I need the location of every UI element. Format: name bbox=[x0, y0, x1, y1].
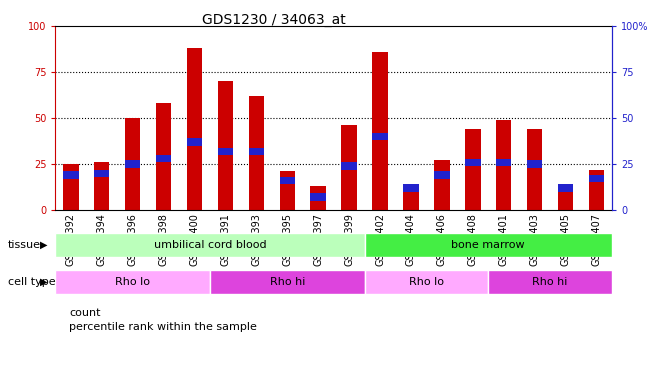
Bar bbox=[589, 170, 604, 210]
Bar bbox=[403, 186, 419, 210]
Text: Rho lo: Rho lo bbox=[115, 277, 150, 287]
Bar bbox=[94, 170, 109, 177]
Bar bbox=[156, 155, 171, 162]
Bar bbox=[311, 186, 326, 210]
Bar bbox=[465, 159, 480, 166]
Bar bbox=[558, 184, 574, 192]
Bar bbox=[187, 138, 202, 146]
Text: tissue: tissue bbox=[8, 240, 41, 249]
Bar bbox=[63, 164, 79, 210]
Bar bbox=[187, 48, 202, 210]
Text: GDS1230 / 34063_at: GDS1230 / 34063_at bbox=[202, 13, 345, 27]
Bar bbox=[365, 232, 612, 257]
Text: Rho hi: Rho hi bbox=[270, 277, 305, 287]
Bar bbox=[527, 160, 542, 168]
Bar bbox=[210, 270, 365, 294]
Bar bbox=[217, 147, 233, 155]
Bar bbox=[372, 133, 388, 140]
Text: count: count bbox=[69, 308, 100, 318]
Text: umbilical cord blood: umbilical cord blood bbox=[154, 240, 266, 250]
Bar bbox=[434, 160, 450, 210]
Bar bbox=[558, 188, 574, 210]
Bar bbox=[249, 147, 264, 155]
Bar bbox=[94, 162, 109, 210]
Bar bbox=[125, 160, 141, 168]
Bar bbox=[365, 270, 488, 294]
Bar bbox=[403, 184, 419, 192]
Bar bbox=[156, 104, 171, 210]
Bar bbox=[341, 126, 357, 210]
Bar bbox=[465, 129, 480, 210]
Bar bbox=[496, 159, 512, 166]
Bar bbox=[125, 118, 141, 210]
Bar bbox=[63, 171, 79, 179]
Text: ▶: ▶ bbox=[40, 277, 48, 287]
Bar bbox=[311, 194, 326, 201]
Bar bbox=[434, 171, 450, 179]
Bar bbox=[217, 81, 233, 210]
Bar bbox=[55, 232, 365, 257]
Bar bbox=[279, 171, 295, 210]
Text: ▶: ▶ bbox=[40, 240, 48, 249]
Bar bbox=[372, 52, 388, 210]
Bar bbox=[249, 96, 264, 210]
Text: Rho hi: Rho hi bbox=[533, 277, 568, 287]
Bar bbox=[496, 120, 512, 210]
Text: percentile rank within the sample: percentile rank within the sample bbox=[69, 322, 257, 332]
Text: bone marrow: bone marrow bbox=[451, 240, 525, 250]
Text: cell type: cell type bbox=[8, 277, 55, 287]
Bar bbox=[55, 270, 210, 294]
Bar bbox=[527, 129, 542, 210]
Bar bbox=[279, 177, 295, 184]
Bar bbox=[341, 162, 357, 170]
Text: Rho lo: Rho lo bbox=[409, 277, 444, 287]
Bar bbox=[589, 175, 604, 183]
Bar bbox=[488, 270, 612, 294]
